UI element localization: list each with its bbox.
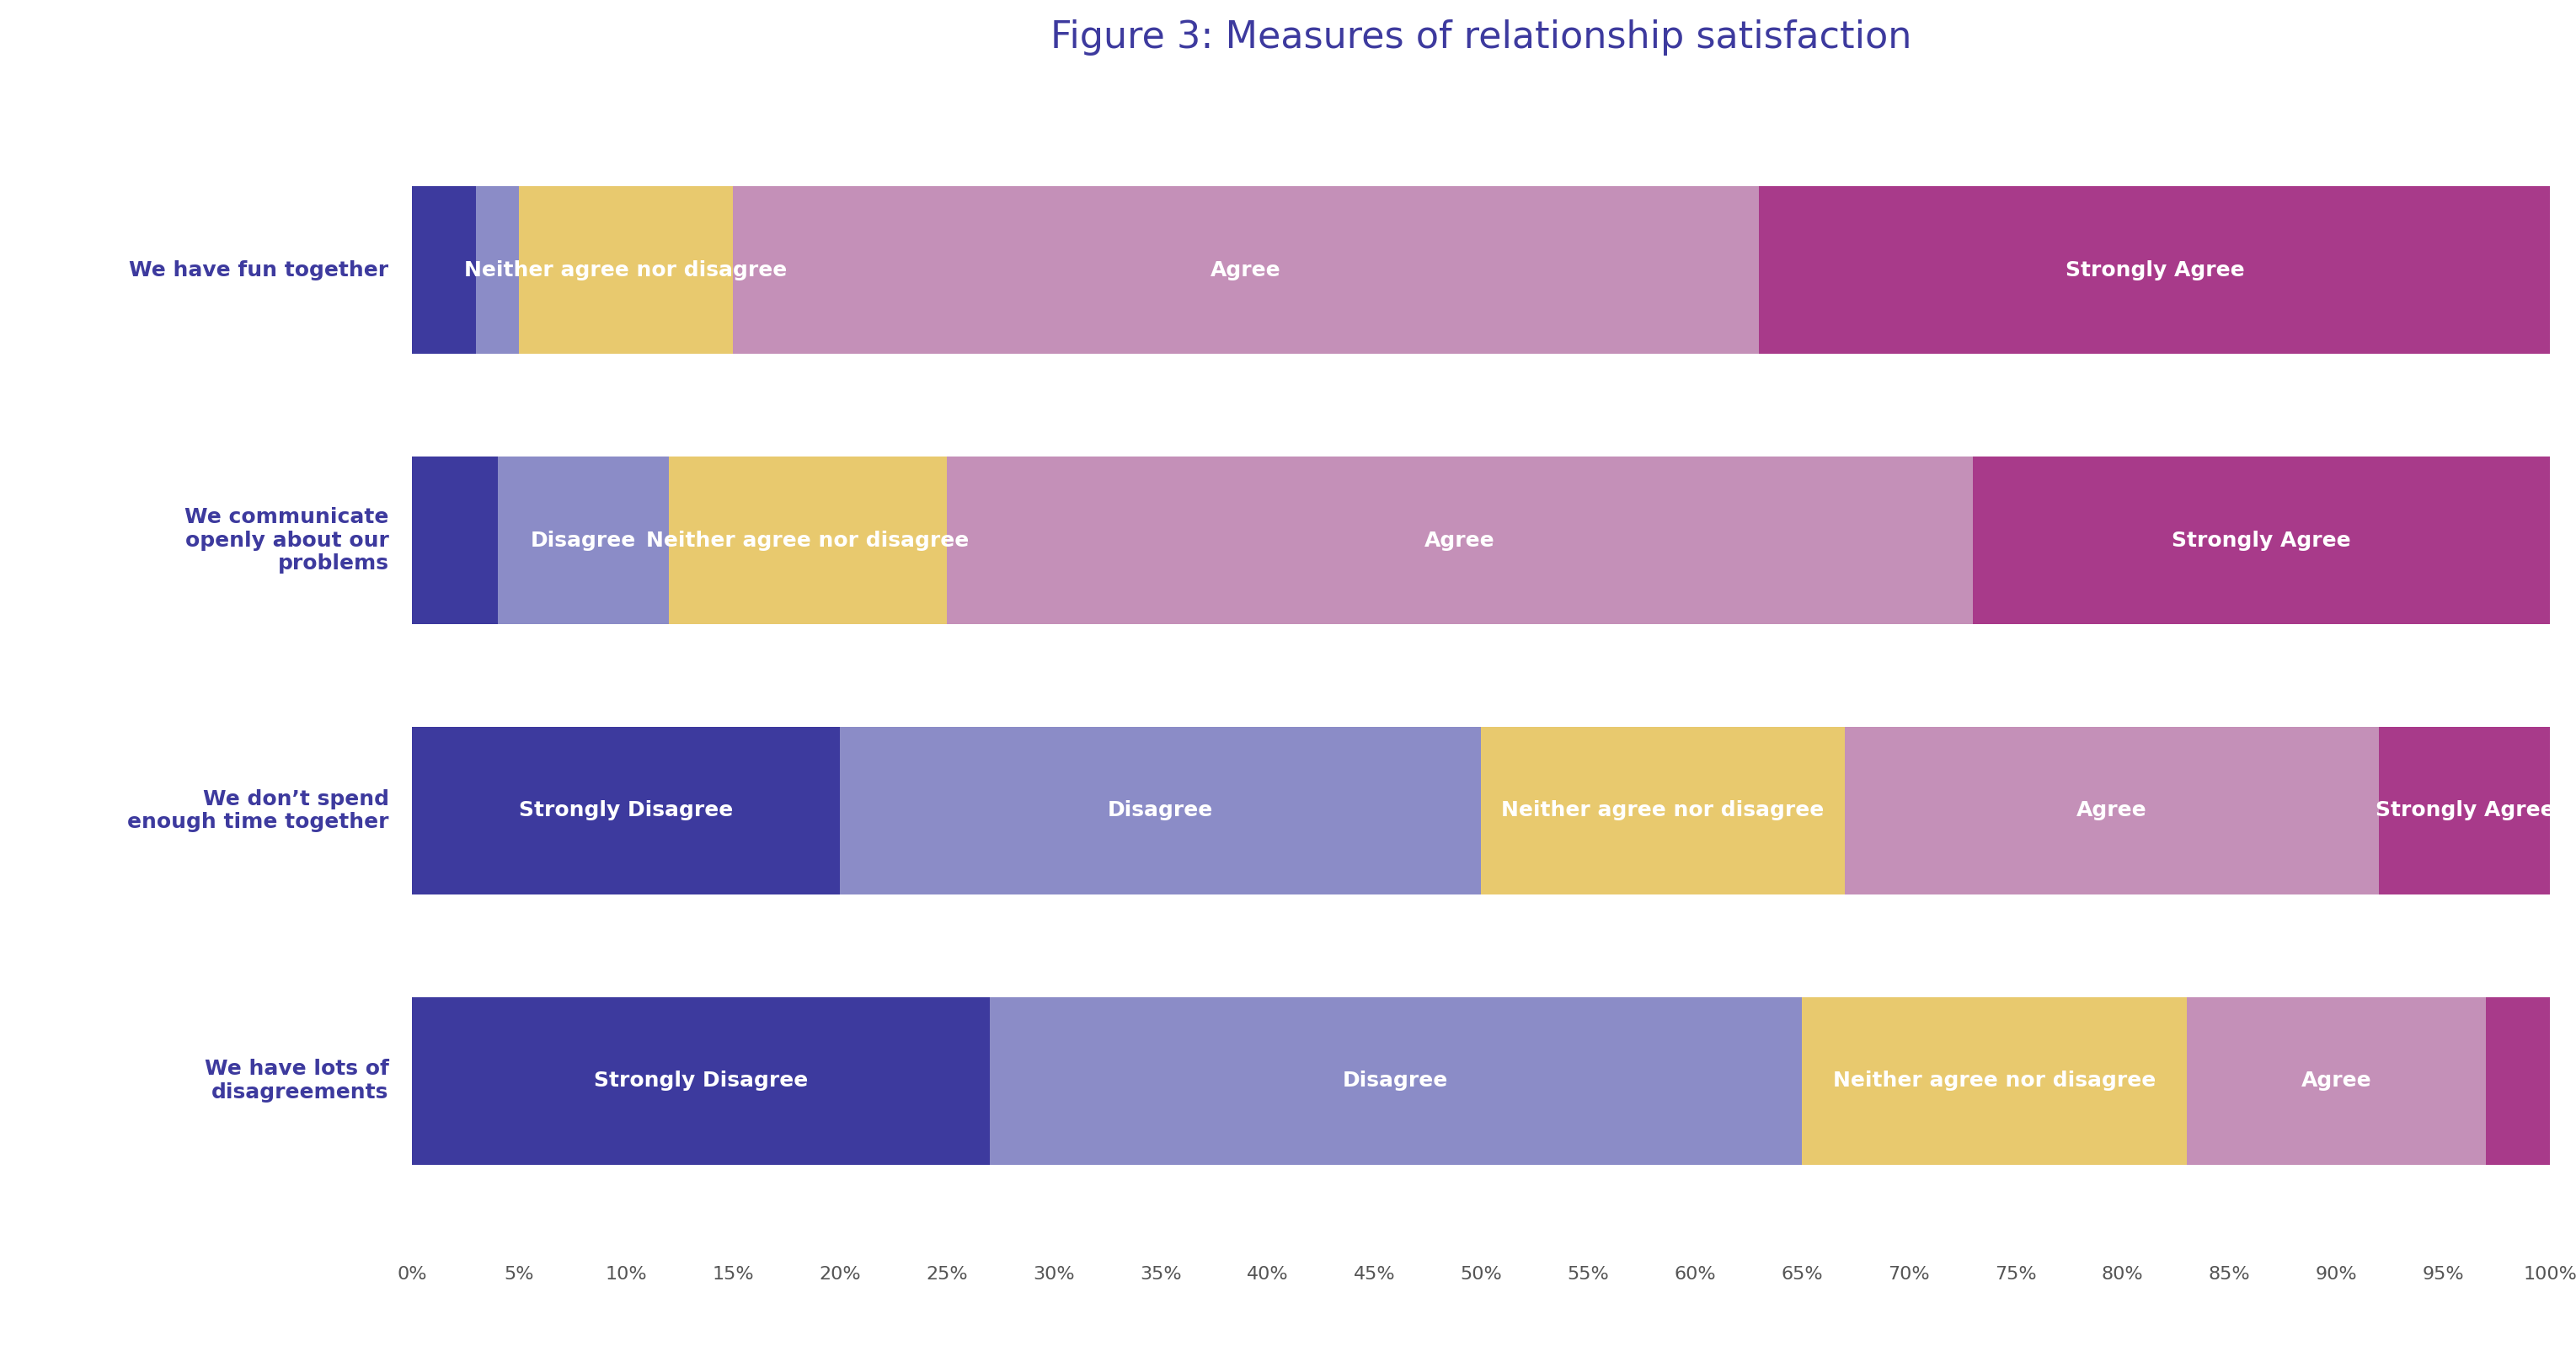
Bar: [520, 186, 734, 354]
Text: Strongly Disagree: Strongly Disagree: [592, 1071, 809, 1090]
Bar: [734, 186, 1759, 354]
Bar: [2187, 997, 2486, 1165]
Bar: [1759, 186, 2550, 354]
Bar: [948, 457, 1973, 624]
Text: Strongly Agree: Strongly Agree: [2066, 261, 2244, 280]
Bar: [412, 997, 989, 1165]
Text: Neither agree nor disagree: Neither agree nor disagree: [647, 531, 969, 550]
Bar: [1844, 727, 2380, 894]
Bar: [477, 186, 520, 354]
Text: Strongly Disagree: Strongly Disagree: [518, 801, 734, 820]
Bar: [989, 997, 1803, 1165]
Text: Disagree: Disagree: [1342, 1071, 1448, 1090]
Text: Disagree: Disagree: [531, 531, 636, 550]
Text: Agree: Agree: [1425, 531, 1494, 550]
Text: Neither agree nor disagree: Neither agree nor disagree: [1502, 801, 1824, 820]
Bar: [1973, 457, 2550, 624]
Text: Neither agree nor disagree: Neither agree nor disagree: [1834, 1071, 2156, 1090]
Bar: [412, 457, 497, 624]
Bar: [2380, 727, 2550, 894]
Title: Figure 3: Measures of relationship satisfaction: Figure 3: Measures of relationship satis…: [1051, 19, 1911, 55]
Bar: [1803, 997, 2187, 1165]
Bar: [670, 457, 948, 624]
Text: Neither agree nor disagree: Neither agree nor disagree: [464, 261, 788, 280]
Bar: [840, 727, 1481, 894]
Text: Agree: Agree: [1211, 261, 1280, 280]
Bar: [412, 186, 477, 354]
Text: Agree: Agree: [2300, 1071, 2372, 1090]
Text: Strongly Agree: Strongly Agree: [2375, 801, 2555, 820]
Text: Agree: Agree: [2076, 801, 2148, 820]
Bar: [1481, 727, 1844, 894]
Bar: [412, 727, 840, 894]
Text: Strongly Agree: Strongly Agree: [2172, 531, 2352, 550]
Bar: [2486, 997, 2550, 1165]
Text: Disagree: Disagree: [1108, 801, 1213, 820]
Bar: [497, 457, 670, 624]
